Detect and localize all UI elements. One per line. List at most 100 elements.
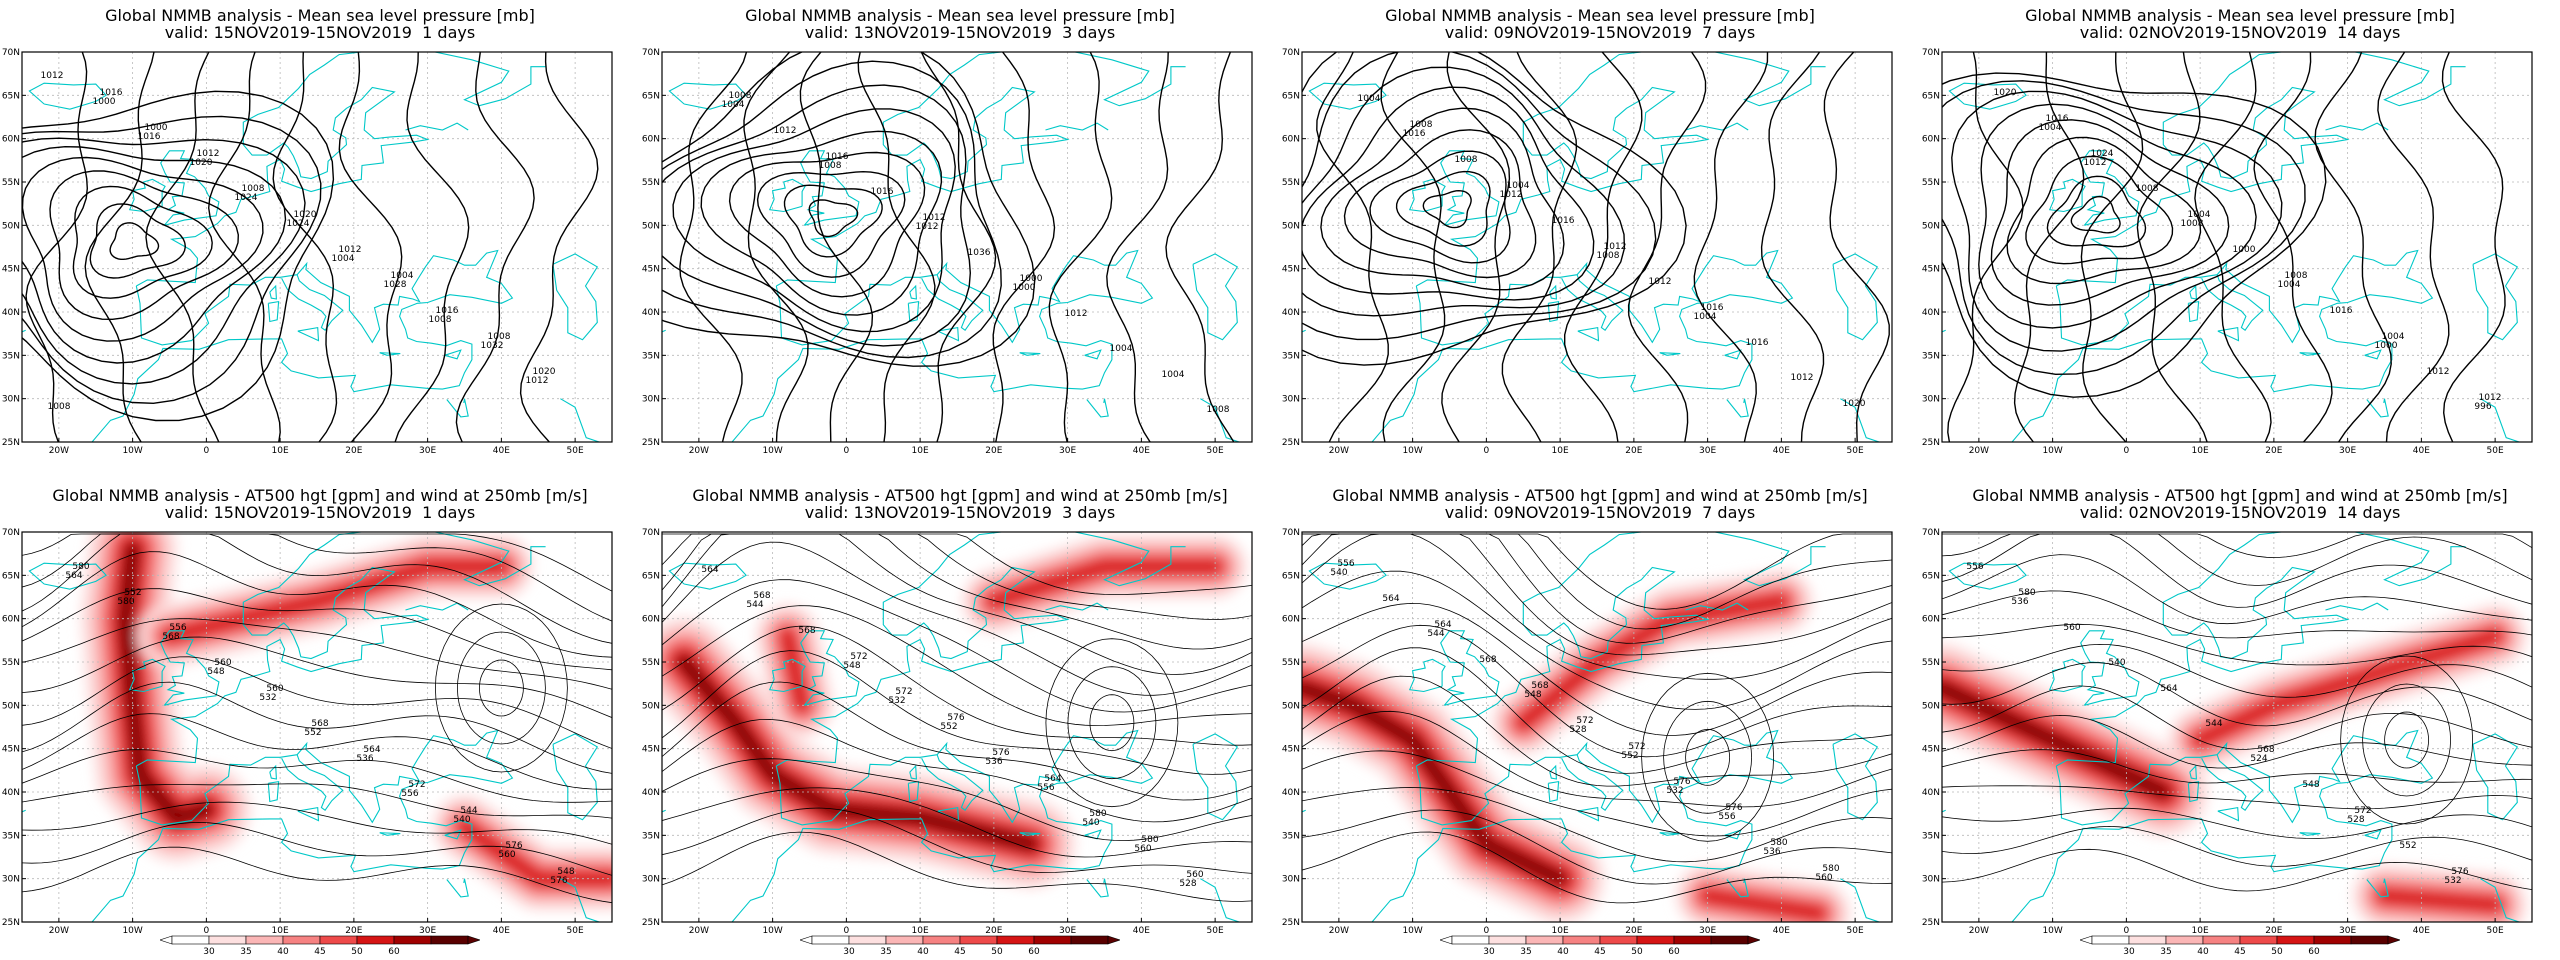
colorbar-label: 60 <box>1668 947 1680 955</box>
lat-tick-label: 45N <box>642 265 660 275</box>
contour-label: 580 <box>1822 864 1839 874</box>
lon-tick-label: 20W <box>49 446 69 456</box>
contour-label: 560 <box>2063 623 2080 633</box>
contour-label: 524 <box>2250 754 2267 764</box>
lon-tick-label: 20W <box>49 926 69 936</box>
colorbar-label: 40 <box>917 947 929 955</box>
lon-tick-label: 20E <box>1625 926 1642 936</box>
colorbar-swatch <box>1562 935 1601 945</box>
colorbar-swatch <box>282 935 321 945</box>
lon-tick-label: 50E <box>1207 446 1224 456</box>
lon-tick-label: 10E <box>2192 926 2209 936</box>
panel-valid-range: valid: 13NOV2019-15NOV2019 3 days <box>804 503 1116 522</box>
lat-tick-label: 40N <box>2 308 20 318</box>
contour-label: 544 <box>460 806 477 816</box>
contour-label: 1012 <box>774 126 797 136</box>
lon-tick-label: 30E <box>419 446 436 456</box>
contour-label: 564 <box>363 745 380 755</box>
colorbar-swatch <box>1451 935 1490 945</box>
contour-label: 532 <box>2444 876 2461 886</box>
contour-label: 1000 <box>145 123 168 133</box>
colorbar-label: 60 <box>2308 947 2320 955</box>
lon-tick-label: 30E <box>1699 446 1716 456</box>
colorbar-swatch <box>2091 935 2130 945</box>
lon-tick-label: 50E <box>2487 446 2504 456</box>
colorbar-swatch <box>319 935 358 945</box>
lat-tick-label: 30N <box>1282 875 1300 885</box>
contour-label: 1012 <box>1791 373 1814 383</box>
mslp-map-panel: Global NMMB analysis - Mean sea level pr… <box>1920 0 2560 480</box>
lon-tick-label: 40E <box>1133 926 1150 936</box>
lat-tick-label: 35N <box>1282 351 1300 361</box>
contour-label: 1008 <box>2136 184 2159 194</box>
colorbar-swatch <box>356 935 395 945</box>
lat-tick-label: 45N <box>2 745 20 755</box>
contour-label: 536 <box>1763 847 1780 857</box>
lon-tick-label: 20E <box>985 926 1002 936</box>
contour-label: 1004 <box>2278 280 2301 290</box>
lat-tick-label: 55N <box>642 178 660 188</box>
colorbar-label: 50 <box>2271 947 2283 955</box>
isobar-contours <box>22 52 599 442</box>
lat-tick-label: 40N <box>1282 788 1300 798</box>
colorbar-swatch <box>996 935 1035 945</box>
contour-label: 568 <box>1531 681 1548 691</box>
contour-label: 580 <box>117 597 134 607</box>
isobar-contours <box>1942 52 2506 442</box>
contour-label: 568 <box>798 626 815 636</box>
map-plot: 5285325365405445485525565605645685725765… <box>1282 528 1893 936</box>
contour-label: 544 <box>1427 629 1444 639</box>
colorbar-swatch <box>1673 935 1712 945</box>
lat-tick-label: 35N <box>1922 351 1940 361</box>
contour-label: 540 <box>1082 818 1099 828</box>
colorbar-swatch <box>1488 935 1527 945</box>
map-plot: 532 536 540 528 544 548 552 556 560 564 568 572 576 5… <box>642 528 1253 936</box>
contour-label: 1016 <box>1403 129 1426 139</box>
panel-title: Global NMMB analysis - Mean sea level pr… <box>1385 6 1815 25</box>
lon-tick-label: 0 <box>204 926 210 936</box>
wind-speed-colorbar: 30 35 40 45 50 60 <box>1440 935 1760 955</box>
colorbar-label: 35 <box>2160 947 2171 955</box>
colorbar-swatch <box>1525 935 1564 945</box>
contour-label: 564 <box>1382 594 1399 604</box>
contour-label: 1020 <box>533 367 556 377</box>
panel-valid-range: valid: 02NOV2019-15NOV2019 14 days <box>2079 23 2401 42</box>
z500-map-panel: Global NMMB analysis - AT500 hgt [gpm] a… <box>1280 480 1920 960</box>
colorbar-label: 35 <box>880 947 891 955</box>
colorbar-swatch <box>1636 935 1675 945</box>
lat-tick-label: 55N <box>1922 178 1940 188</box>
lat-tick-label: 60N <box>1922 135 1940 145</box>
contour-label: 572 <box>850 652 867 662</box>
geopotential-contours <box>22 533 612 904</box>
contour-label: 1000 <box>93 97 116 107</box>
contour-label: 1020 <box>1994 88 2017 98</box>
contour-label: 1008 <box>1410 120 1433 130</box>
colorbar-swatch <box>208 935 247 945</box>
lat-tick-label: 25N <box>1922 918 1940 928</box>
lat-tick-label: 25N <box>642 438 660 448</box>
contour-labels: 1016101210081004101210041008101610121016… <box>1358 94 1866 409</box>
contour-label: 580 <box>1141 835 1158 845</box>
contour-label: 572 <box>895 687 912 697</box>
lon-tick-label: 10E <box>272 446 289 456</box>
lat-tick-label: 60N <box>1922 615 1940 625</box>
lat-tick-label: 70N <box>1922 48 1940 58</box>
lon-tick-label: 20W <box>689 446 709 456</box>
lat-tick-label: 45N <box>1922 745 1940 755</box>
contour-label: 1012 <box>2427 367 2450 377</box>
lat-tick-label: 55N <box>1282 178 1300 188</box>
lat-tick-label: 55N <box>1282 658 1300 668</box>
contour-label: 1032 <box>481 341 504 351</box>
lon-tick-label: 10W <box>2042 446 2062 456</box>
lat-tick-label: 65N <box>1922 571 1940 581</box>
contour-label: 1016 <box>436 306 459 316</box>
colorbar-swatch <box>959 935 998 945</box>
lat-tick-label: 25N <box>1282 918 1300 928</box>
lat-tick-label: 65N <box>642 571 660 581</box>
contour-label: 1012 <box>2084 158 2107 168</box>
lat-tick-label: 70N <box>642 528 660 538</box>
contour-label: 576 <box>1725 803 1742 813</box>
contour-label: 1012 <box>916 222 939 232</box>
lat-tick-label: 65N <box>1282 91 1300 101</box>
contour-label: 1020 <box>190 158 213 168</box>
